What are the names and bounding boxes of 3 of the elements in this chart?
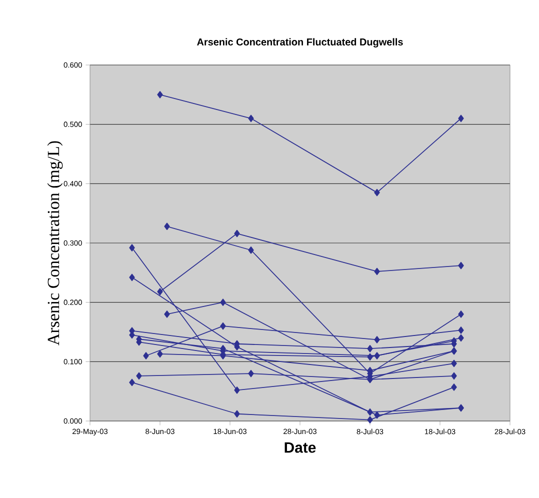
chart-title: Arsenic Concentration Fluctuated Dugwells [197, 38, 403, 48]
y-axis-title: Arsenic Concentration (mg/L) [47, 141, 63, 346]
x-axis-title: Date [284, 442, 316, 453]
